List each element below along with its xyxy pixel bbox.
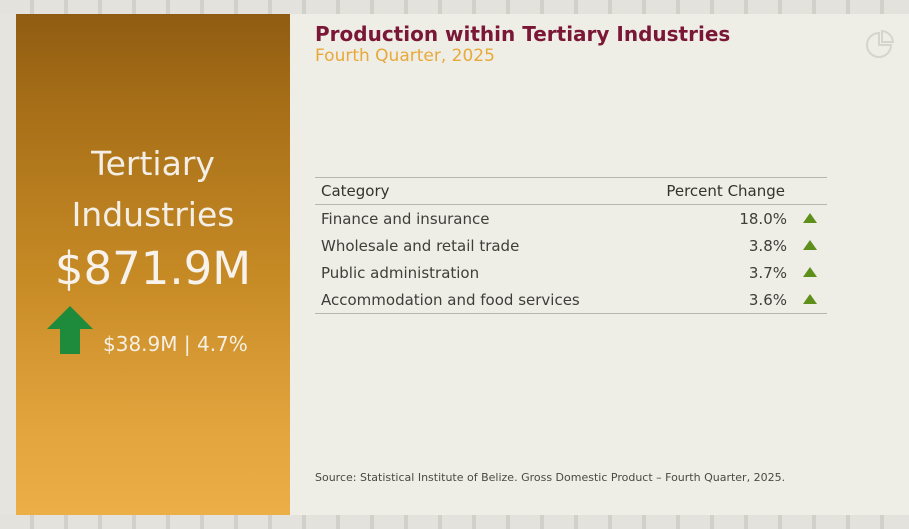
frame-left-border: [0, 14, 16, 515]
page-title: Production within Tertiary Industries: [315, 22, 731, 46]
frame-top-border: [0, 0, 909, 14]
row-percent-change: 3.6%: [748, 290, 787, 309]
summary-panel: Tertiary Industries $871.9M $38.9M | 4.7…: [16, 14, 290, 515]
column-header-percent-change: Percent Change: [631, 177, 827, 205]
row-category: Accommodation and food services: [321, 290, 580, 309]
triangle-up-icon: [803, 266, 817, 277]
row-percent-change: 3.7%: [748, 263, 787, 282]
row-category: Public administration: [321, 263, 480, 282]
slide: Tertiary Industries $871.9M $38.9M | 4.7…: [16, 14, 909, 515]
panel-title-line1: Tertiary: [91, 144, 215, 183]
table-row: Finance and insurance 18.0%: [315, 205, 827, 233]
logo-icon: [866, 29, 895, 58]
panel-title: Tertiary Industries: [16, 138, 290, 240]
triangle-up-icon: [803, 212, 817, 223]
up-arrow-icon: [47, 306, 93, 354]
table-row: Public administration 3.7%: [315, 259, 827, 286]
column-header-category: Category: [315, 177, 632, 205]
table-row: Accommodation and food services 3.6%: [315, 286, 827, 314]
row-percent-cell: 3.6%: [632, 286, 827, 314]
row-percent-cell: 3.8%: [632, 232, 827, 259]
row-percent-cell: 18.0%: [632, 205, 827, 233]
source-note: Source: Statistical Institute of Belize.…: [315, 471, 786, 484]
panel-title-line2: Industries: [71, 195, 235, 234]
page-subtitle: Fourth Quarter, 2025: [315, 46, 495, 66]
frame-bottom-border: [0, 515, 909, 529]
category-table: Category Percent Change Finance and insu…: [315, 177, 827, 314]
table-row: Wholesale and retail trade 3.8%: [315, 232, 827, 259]
triangle-up-icon: [803, 239, 817, 250]
change-value: $38.9M | 4.7%: [103, 332, 248, 356]
row-category: Wholesale and retail trade: [321, 236, 520, 255]
table-header-row: Category Percent Change: [315, 177, 827, 205]
triangle-up-icon: [803, 293, 817, 304]
row-percent-change: 3.8%: [748, 236, 787, 255]
total-amount: $871.9M: [54, 242, 252, 295]
row-category: Finance and insurance: [321, 209, 490, 228]
row-percent-cell: 3.7%: [632, 259, 827, 286]
row-percent-change: 18.0%: [739, 209, 787, 228]
